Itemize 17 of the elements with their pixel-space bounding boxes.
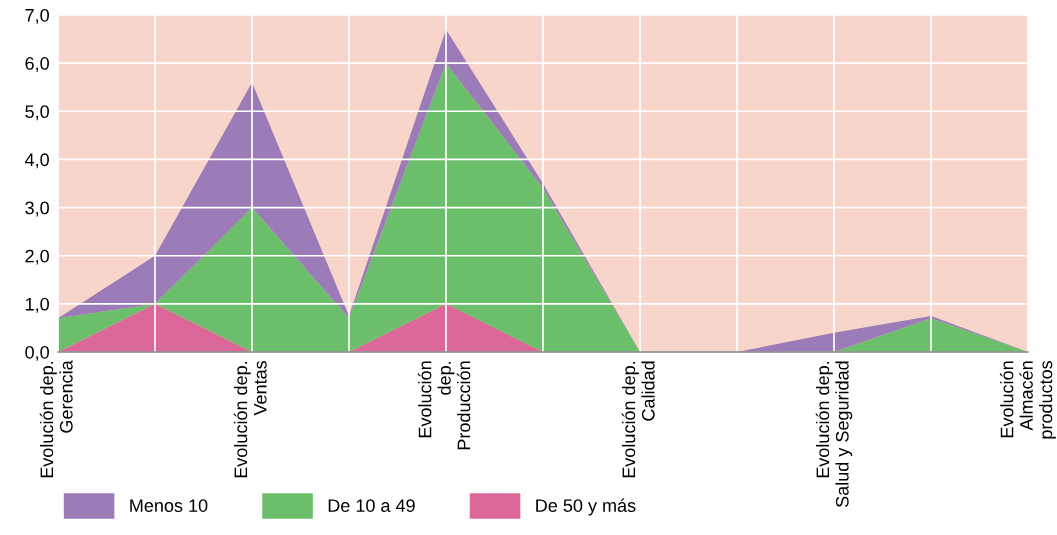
x-tick-label: Evolución dep. Salud y Seguridad: [815, 361, 853, 508]
legend-label: De 10 a 49: [328, 499, 415, 512]
y-tick-label: 5,0: [25, 105, 49, 121]
x-tick-label: Evolución Almacén productos: [999, 360, 1056, 439]
y-tick-label: 3,0: [25, 201, 49, 217]
y-tick-label: 7,0: [25, 8, 49, 24]
x-tick-label: Evolución dep. Calidad: [621, 361, 655, 478]
y-tick-label: 1,0: [25, 297, 49, 313]
y-tick-label: 4,0: [24, 153, 49, 169]
y-tick-label: 0,0: [25, 345, 49, 361]
x-tick-label: Evolución dep. Ventas: [233, 360, 267, 478]
legend-label: De 50 y más: [536, 498, 636, 516]
y-tick-label: 6,0: [25, 57, 49, 72]
y-tick-label: 2,0: [25, 249, 49, 265]
legend-label: Menos 10: [130, 499, 208, 512]
x-tick-label: Evolución dep. Producción: [417, 361, 471, 450]
x-tick-label: Evolución dep. Gerencia: [39, 360, 73, 478]
